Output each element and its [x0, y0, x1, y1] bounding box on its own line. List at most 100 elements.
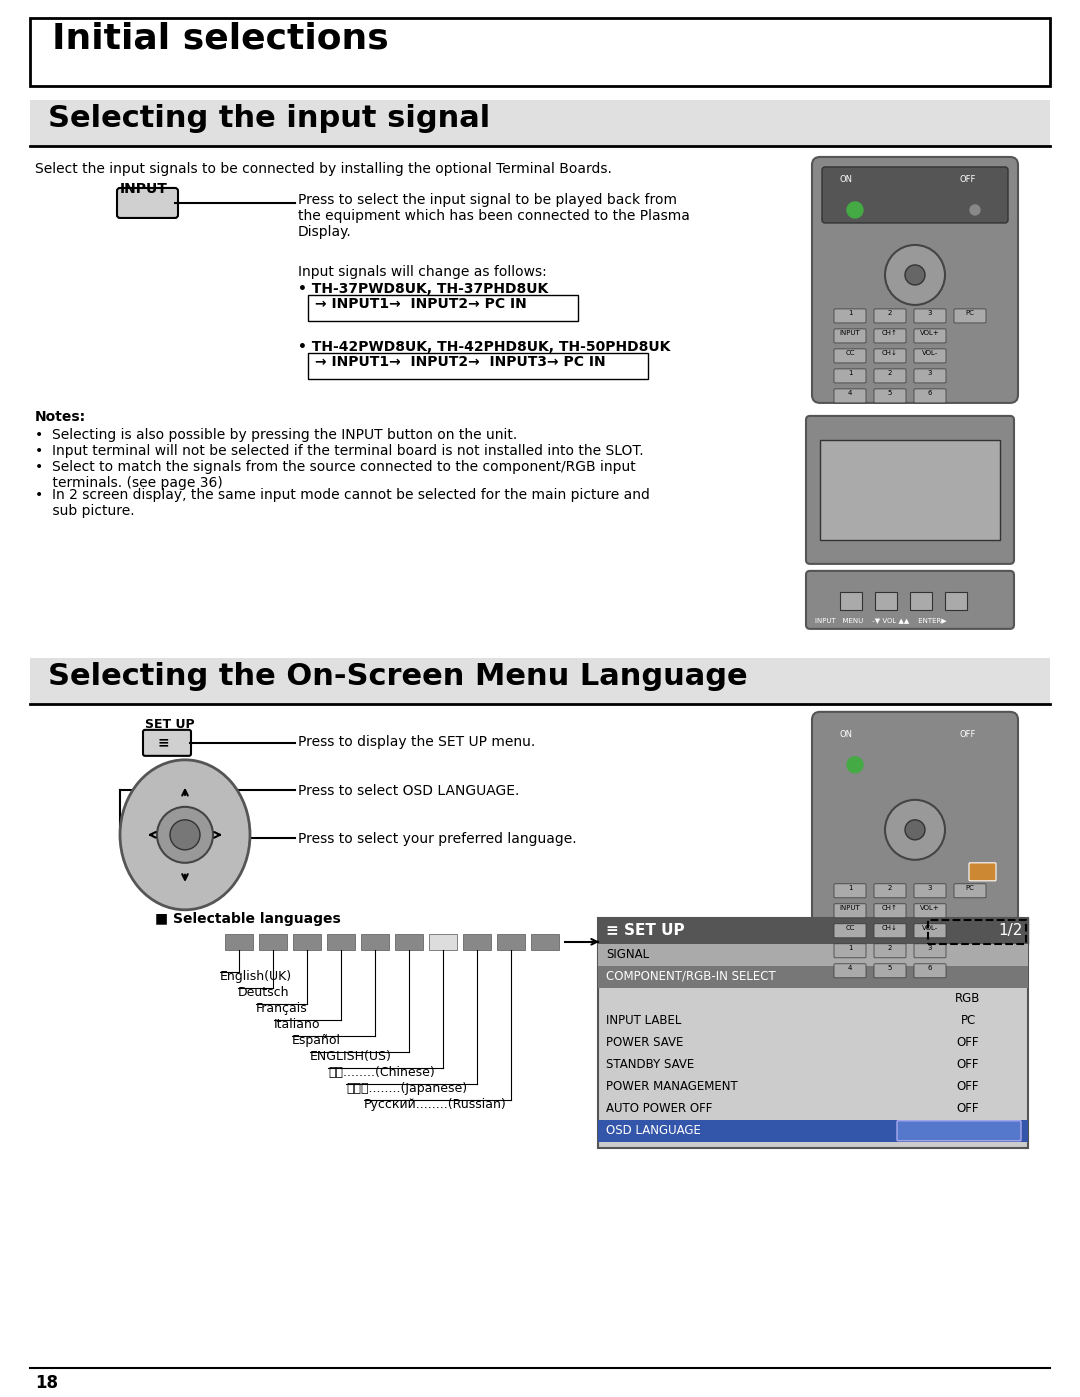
FancyBboxPatch shape: [834, 328, 866, 342]
Bar: [293, 933, 321, 950]
Text: 2: 2: [888, 944, 892, 951]
FancyBboxPatch shape: [834, 388, 866, 402]
Text: Deutsch: Deutsch: [238, 986, 289, 999]
Text: ON: ON: [840, 729, 853, 739]
Circle shape: [885, 244, 945, 305]
Text: ■ Selectable languages: ■ Selectable languages: [156, 912, 341, 926]
Text: CC: CC: [846, 349, 854, 356]
Bar: [945, 592, 967, 610]
Text: OSD LANGUAGE: OSD LANGUAGE: [606, 1123, 701, 1137]
Text: Русский........(Russian): Русский........(Russian): [364, 1098, 507, 1111]
Text: PC: PC: [966, 310, 974, 316]
Text: ON: ON: [840, 175, 853, 184]
Text: 1: 1: [848, 310, 852, 316]
Text: 3: 3: [928, 310, 932, 316]
FancyBboxPatch shape: [834, 369, 866, 383]
Text: → INPUT1→  INPUT2→ PC IN: → INPUT1→ INPUT2→ PC IN: [315, 298, 527, 312]
Text: 2: 2: [888, 370, 892, 376]
FancyBboxPatch shape: [117, 189, 178, 218]
FancyBboxPatch shape: [834, 964, 866, 978]
Text: •  In 2 screen display, the same input mode cannot be selected for the main pict: • In 2 screen display, the same input mo…: [35, 488, 650, 518]
Bar: [225, 933, 253, 950]
FancyBboxPatch shape: [874, 369, 906, 383]
Text: RGB: RGB: [956, 992, 981, 1004]
Text: 4: 4: [848, 390, 852, 395]
Text: OFF: OFF: [957, 1035, 980, 1049]
Bar: [327, 933, 355, 950]
FancyBboxPatch shape: [812, 156, 1018, 402]
Text: ENGLISH (US): ENGLISH (US): [928, 1123, 1008, 1137]
Bar: [928, 919, 1026, 944]
Bar: [598, 918, 1028, 944]
FancyBboxPatch shape: [914, 944, 946, 958]
FancyBboxPatch shape: [914, 388, 946, 402]
Text: ≡: ≡: [158, 736, 170, 750]
FancyBboxPatch shape: [954, 309, 986, 323]
Text: VOL-: VOL-: [922, 349, 939, 356]
Text: PC: PC: [966, 884, 974, 891]
Bar: [820, 440, 1000, 539]
Text: 6: 6: [928, 965, 932, 971]
FancyBboxPatch shape: [834, 884, 866, 898]
Circle shape: [970, 760, 980, 770]
FancyBboxPatch shape: [874, 964, 906, 978]
Text: Notes:: Notes:: [35, 409, 86, 423]
Bar: [910, 592, 932, 610]
Text: Italiano: Italiano: [274, 1018, 321, 1031]
Bar: [395, 933, 423, 950]
Text: 3: 3: [928, 884, 932, 891]
Text: AUTO POWER OFF: AUTO POWER OFF: [606, 1102, 713, 1115]
Text: Press to display the SET UP menu.: Press to display the SET UP menu.: [298, 735, 536, 749]
Text: SIGNAL: SIGNAL: [606, 947, 649, 961]
Circle shape: [170, 820, 200, 849]
Text: 1: 1: [848, 944, 852, 951]
FancyBboxPatch shape: [834, 944, 866, 958]
Text: OFF: OFF: [960, 729, 976, 739]
Text: • TH-37PWD8UK, TH-37PHD8UK: • TH-37PWD8UK, TH-37PHD8UK: [298, 282, 549, 296]
Bar: [361, 933, 389, 950]
Text: VOL-: VOL-: [922, 925, 939, 930]
Text: 3: 3: [928, 944, 932, 951]
Text: SET UP: SET UP: [145, 718, 194, 731]
FancyBboxPatch shape: [914, 904, 946, 918]
Text: VOL+: VOL+: [920, 905, 940, 911]
Text: ENGLISH(US): ENGLISH(US): [310, 1049, 392, 1063]
FancyBboxPatch shape: [914, 964, 946, 978]
Text: English(UK): English(UK): [220, 970, 292, 983]
Text: 2: 2: [888, 310, 892, 316]
Bar: [598, 944, 1028, 965]
Bar: [598, 1120, 1028, 1141]
Bar: [598, 965, 1028, 988]
FancyBboxPatch shape: [874, 944, 906, 958]
Text: 1: 1: [848, 370, 852, 376]
Circle shape: [847, 757, 863, 773]
Text: INPUT   MENU    -▼ VOL ▲▲    ENTER▶: INPUT MENU -▼ VOL ▲▲ ENTER▶: [815, 617, 947, 623]
FancyBboxPatch shape: [834, 904, 866, 918]
FancyBboxPatch shape: [914, 884, 946, 898]
Circle shape: [157, 807, 213, 863]
Text: 1: 1: [848, 884, 852, 891]
Bar: [30, 18, 1050, 87]
Bar: [497, 933, 525, 950]
Text: CH↓: CH↓: [882, 925, 897, 930]
FancyBboxPatch shape: [806, 571, 1014, 629]
Bar: [259, 933, 287, 950]
Text: CH↓: CH↓: [882, 349, 897, 356]
Bar: [30, 658, 1050, 704]
Bar: [30, 101, 1050, 145]
Bar: [598, 918, 1028, 1148]
Text: OFF: OFF: [957, 1058, 980, 1070]
FancyBboxPatch shape: [874, 388, 906, 402]
Bar: [875, 592, 897, 610]
FancyBboxPatch shape: [834, 349, 866, 363]
Text: 2: 2: [888, 884, 892, 891]
Circle shape: [970, 205, 980, 215]
Text: • TH-42PWD8UK, TH-42PHD8UK, TH-50PHD8UK: • TH-42PWD8UK, TH-42PHD8UK, TH-50PHD8UK: [298, 339, 671, 353]
Text: 4: 4: [848, 965, 852, 971]
Circle shape: [885, 800, 945, 859]
FancyBboxPatch shape: [914, 328, 946, 342]
FancyBboxPatch shape: [874, 328, 906, 342]
Ellipse shape: [120, 760, 249, 909]
Text: Selecting the On-Screen Menu Language: Selecting the On-Screen Menu Language: [48, 662, 747, 692]
Text: OFF: OFF: [957, 1080, 980, 1092]
